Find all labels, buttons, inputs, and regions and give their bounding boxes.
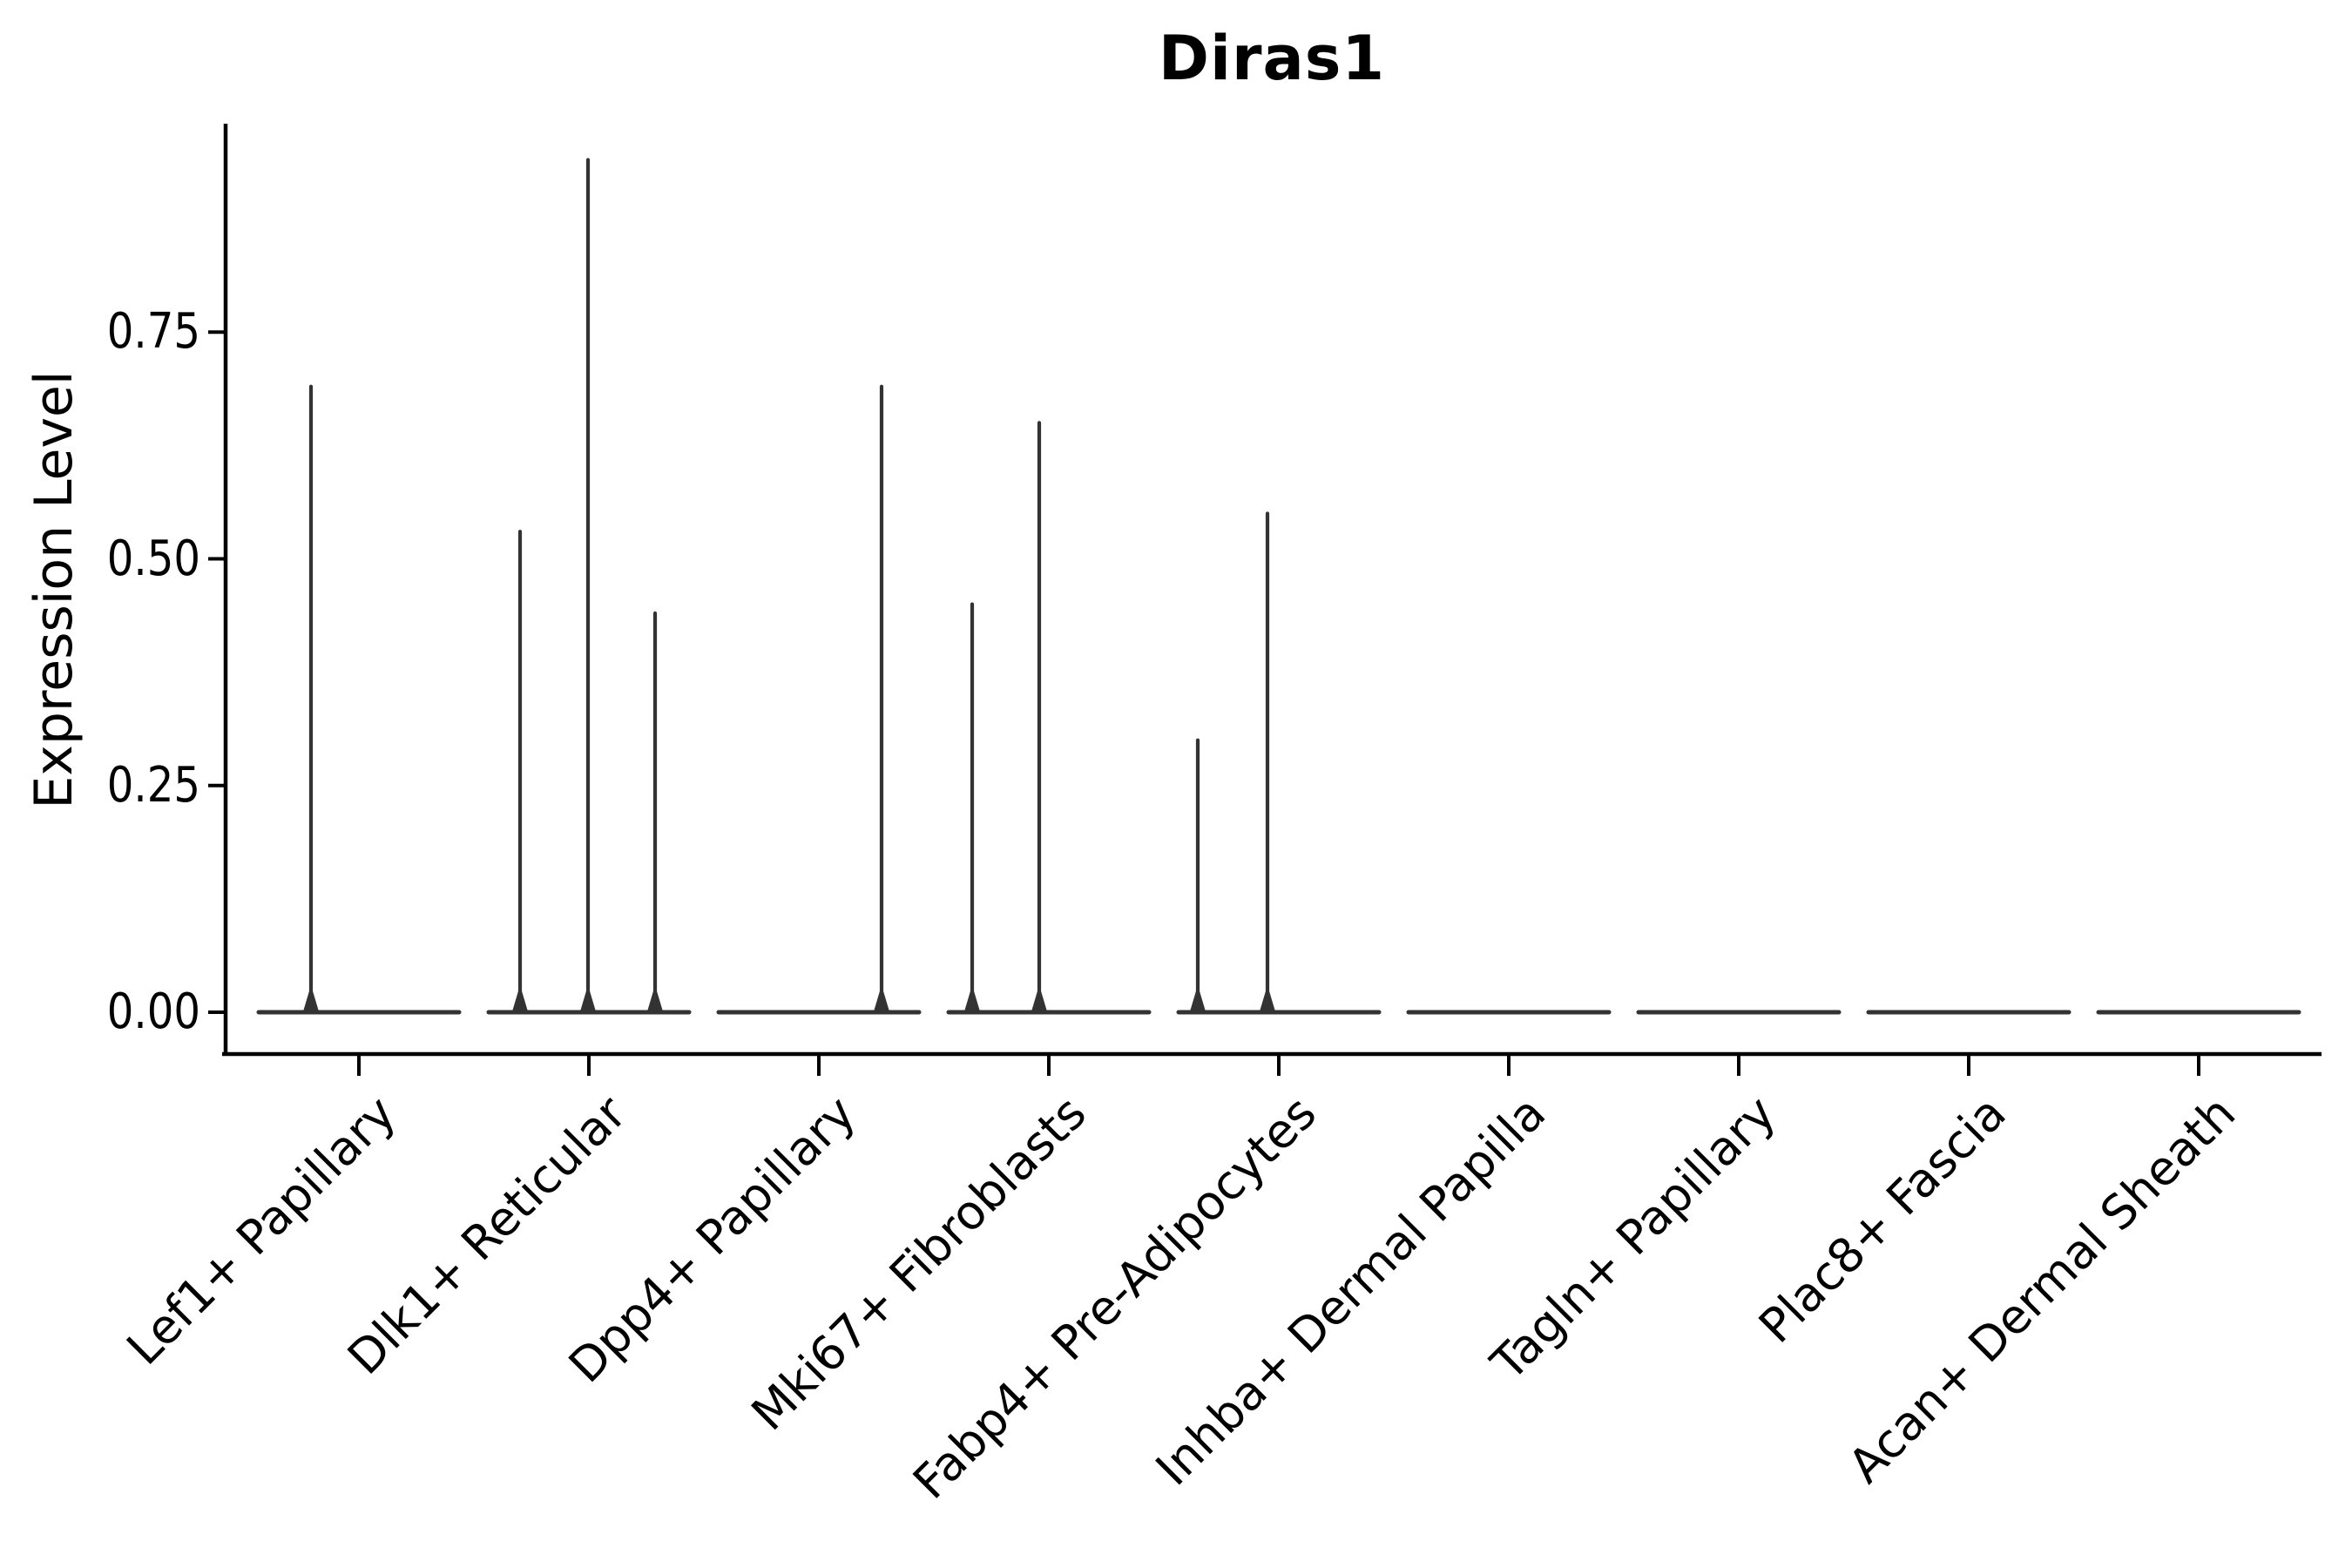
chart-title: Diras1 <box>1158 23 1386 94</box>
y-tick-label: 0.75 <box>106 303 200 361</box>
y-tick-label: 0.50 <box>106 530 200 587</box>
y-tick-label: 0.00 <box>106 983 200 1040</box>
y-tick-label: 0.25 <box>106 756 200 814</box>
